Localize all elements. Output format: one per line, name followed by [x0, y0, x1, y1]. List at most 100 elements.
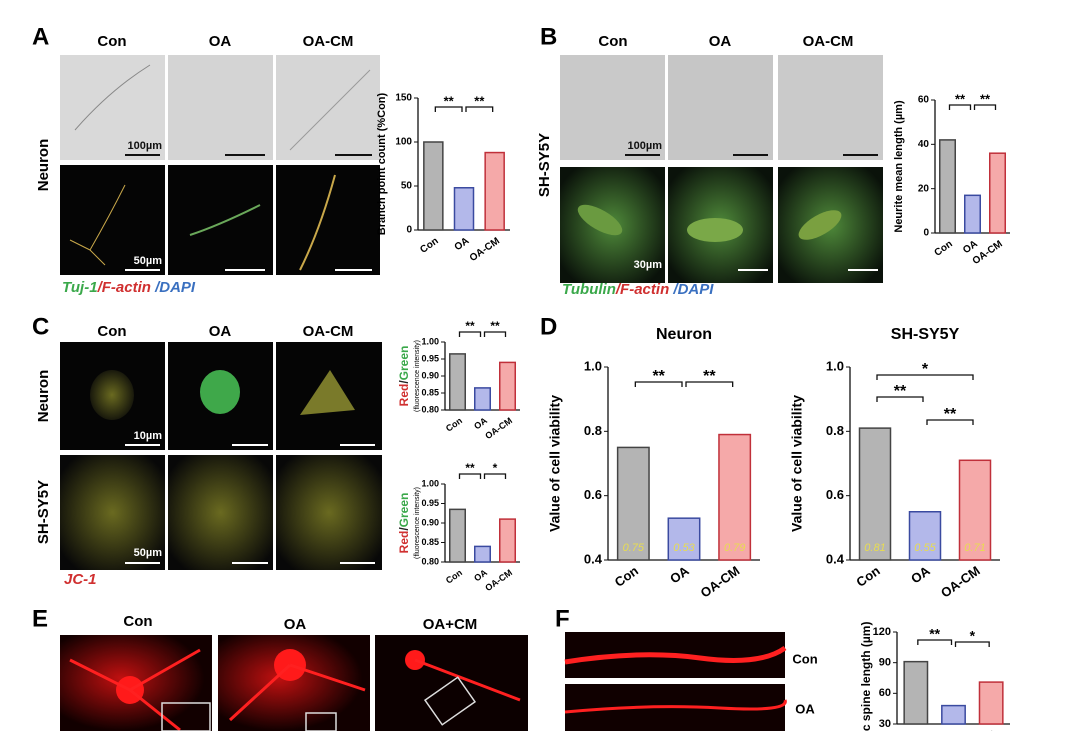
- significance-bracket: [685, 381, 734, 387]
- significance-label: **: [929, 626, 940, 642]
- panel-letter: B: [540, 23, 557, 50]
- y-tick-label: 60: [918, 95, 930, 106]
- row-label: Neuron: [35, 139, 52, 192]
- significance-bracket: [876, 374, 974, 380]
- column-header: OA: [284, 616, 307, 633]
- panel-letter: F: [555, 605, 570, 632]
- stain: /DAPI: [151, 279, 196, 296]
- y-tick-label: 0.8: [826, 423, 844, 438]
- micrographs-e: [60, 635, 528, 731]
- x-tick-label: Con: [444, 567, 464, 585]
- significance-bracket: [465, 106, 494, 112]
- scale-bar-label: 100µm: [628, 140, 663, 152]
- bar: [484, 151, 505, 231]
- significance-label: **: [474, 93, 485, 108]
- row-label: Neuron: [35, 370, 52, 423]
- bar: [958, 459, 992, 561]
- y-axis-label: Neurite mean length (µm): [893, 100, 905, 233]
- stain: /F-actin: [97, 279, 151, 296]
- y-tick-label: 90: [879, 657, 891, 669]
- significance-label: **: [955, 91, 966, 106]
- significance-bracket: [973, 104, 997, 110]
- significance-bracket: [434, 106, 463, 112]
- y-tick-label: 1.00: [421, 478, 439, 488]
- value-label: 0.53: [673, 542, 695, 554]
- y-axis-label: Value of cell viability: [789, 395, 805, 532]
- value-label: 0.79: [724, 542, 745, 554]
- significance-bracket: [954, 641, 990, 647]
- x-tick-label: OA: [472, 567, 489, 583]
- significance-bracket: [926, 419, 974, 425]
- x-tick-label: OA: [472, 415, 489, 431]
- bar: [474, 387, 491, 411]
- x-tick-label: OA: [667, 563, 692, 587]
- column-header: OA: [709, 33, 732, 50]
- x-tick-label: OA-CM: [468, 236, 502, 264]
- significance-label: **: [980, 91, 991, 106]
- y-axis-label: Value of cell viability: [547, 395, 563, 532]
- x-tick-label: OA: [908, 563, 933, 587]
- y-tick-label: 0.90: [421, 517, 439, 527]
- significance-label: **: [652, 368, 665, 385]
- significance-label: *: [493, 461, 498, 475]
- x-tick-label: Con: [418, 236, 440, 256]
- bar: [978, 681, 1004, 725]
- bar: [449, 508, 466, 563]
- bar: [453, 187, 475, 231]
- y-axis-label-part: /: [397, 527, 411, 531]
- y-axis-label-part: Green: [397, 493, 411, 528]
- y-tick-label: 40: [918, 139, 930, 150]
- micrographs-a: [60, 55, 380, 275]
- panel-letter: A: [32, 23, 49, 50]
- y-tick-label: 1.0: [584, 358, 602, 373]
- value-label: 0.71: [964, 542, 985, 554]
- bar: [939, 139, 956, 234]
- stain: Tubulin: [562, 281, 616, 298]
- y-tick-label: 1.00: [421, 336, 439, 346]
- column-header: OA: [209, 33, 232, 50]
- stain: /F-actin: [615, 281, 669, 298]
- x-tick-label: OA-CM: [483, 415, 514, 441]
- y-tick-label: 0.6: [584, 487, 602, 502]
- y-axis-note: (fluorescence intensity): [414, 487, 421, 559]
- column-header: OA-CM: [303, 33, 354, 50]
- column-header: Con: [123, 613, 152, 630]
- panel-letter: C: [32, 313, 49, 340]
- column-header: OA+CM: [423, 616, 478, 633]
- y-tick-label: 0.6: [826, 487, 844, 502]
- scale-bar-label: 100µm: [128, 140, 163, 152]
- y-tick-label: 0.8: [584, 423, 602, 438]
- y-axis-label: Red/Green: [397, 493, 411, 554]
- y-tick-label: 50: [401, 181, 413, 192]
- y-axis-note: (fluorescence intensity): [414, 340, 421, 412]
- y-axis-label: ic spine length (µm): [859, 622, 873, 731]
- bar: [989, 152, 1006, 234]
- micrographs-b: [560, 55, 883, 283]
- y-axis-label: Branch point count (%Con): [376, 92, 388, 235]
- bar: [499, 361, 516, 411]
- bar: [449, 353, 466, 411]
- y-tick-label: 0.90: [421, 370, 439, 380]
- value-label: 0.81: [864, 542, 885, 554]
- x-tick-label: Con: [853, 563, 882, 590]
- x-tick-label: OA-CM: [698, 563, 743, 601]
- bar: [858, 427, 892, 561]
- bar: [964, 194, 981, 234]
- y-tick-label: 0: [923, 228, 929, 239]
- significance-label: **: [444, 93, 455, 108]
- y-tick-label: 1.0: [826, 358, 844, 373]
- micrographs-f: [564, 632, 787, 731]
- column-header: OA: [209, 323, 232, 340]
- significance-bracket: [483, 331, 507, 337]
- y-tick-label: 100: [395, 137, 412, 148]
- panel-letter: D: [540, 313, 557, 340]
- significance-label: **: [703, 368, 716, 385]
- stain: Tuj-1: [62, 279, 98, 296]
- stain-legend: Tuj-1/F-actin /DAPI: [62, 279, 196, 296]
- significance-label: **: [894, 383, 907, 400]
- y-axis-label: Red/Green: [397, 346, 411, 407]
- scale-bar-label: 10µm: [134, 430, 163, 442]
- bar: [903, 660, 929, 725]
- significance-bracket: [917, 639, 953, 645]
